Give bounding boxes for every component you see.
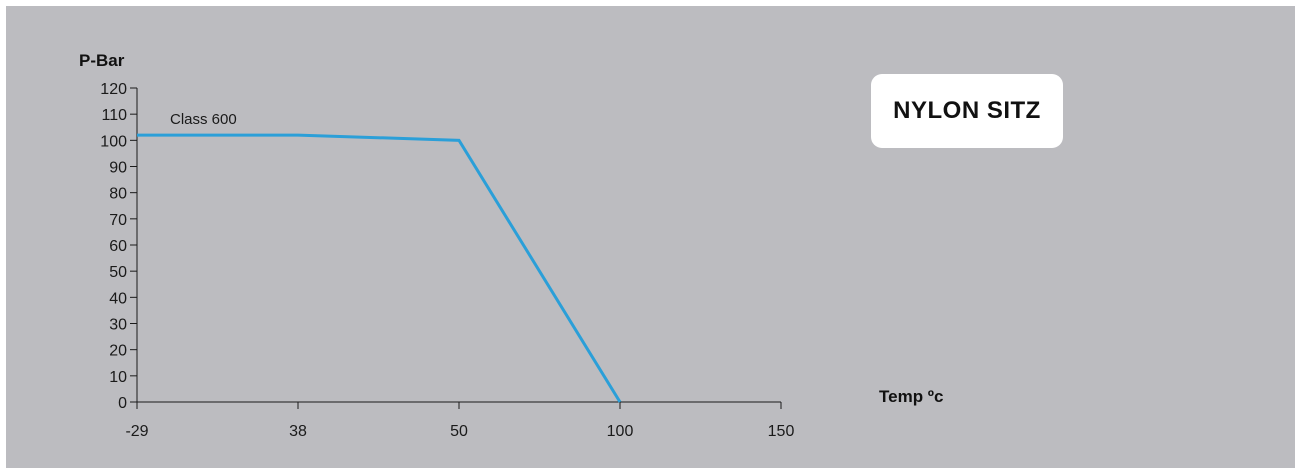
material-badge: NYLON SITZ — [871, 74, 1063, 148]
y-tick-label: 80 — [109, 186, 127, 203]
ticks — [130, 87, 782, 409]
y-tick-label: 120 — [100, 81, 127, 98]
y-tick-label: 110 — [101, 107, 127, 124]
x-tick-label: 50 — [450, 423, 468, 440]
y-tick-label: 60 — [109, 238, 127, 255]
labels: 0 10 20 30 40 50 60 70 80 90 100 110 120 -29 38 50 100 15… — [79, 51, 943, 440]
y-tick-label: 50 — [109, 264, 127, 281]
x-tick-label: 150 — [768, 423, 795, 440]
y-tick-label: 40 — [109, 290, 127, 307]
y-tick-label: 30 — [109, 317, 127, 334]
y-tick-label: 70 — [109, 212, 127, 229]
series-label: Class 600 — [170, 111, 237, 128]
x-axis-title: Temp ºc — [879, 387, 943, 406]
chart-panel — [6, 6, 1295, 468]
y-tick-label: 20 — [109, 343, 127, 360]
y-tick-label: 0 — [118, 395, 127, 412]
y-tick-label: 10 — [109, 369, 127, 386]
y-tick-label: 90 — [109, 160, 127, 177]
y-axis-title: P-Bar — [79, 51, 125, 70]
y-tick-label: 100 — [100, 133, 127, 150]
x-tick-label: 100 — [607, 423, 634, 440]
series — [137, 133, 622, 403]
x-tick-label: -29 — [125, 423, 148, 440]
x-tick-label: 38 — [289, 423, 307, 440]
series-line-class-600 — [137, 133, 622, 403]
